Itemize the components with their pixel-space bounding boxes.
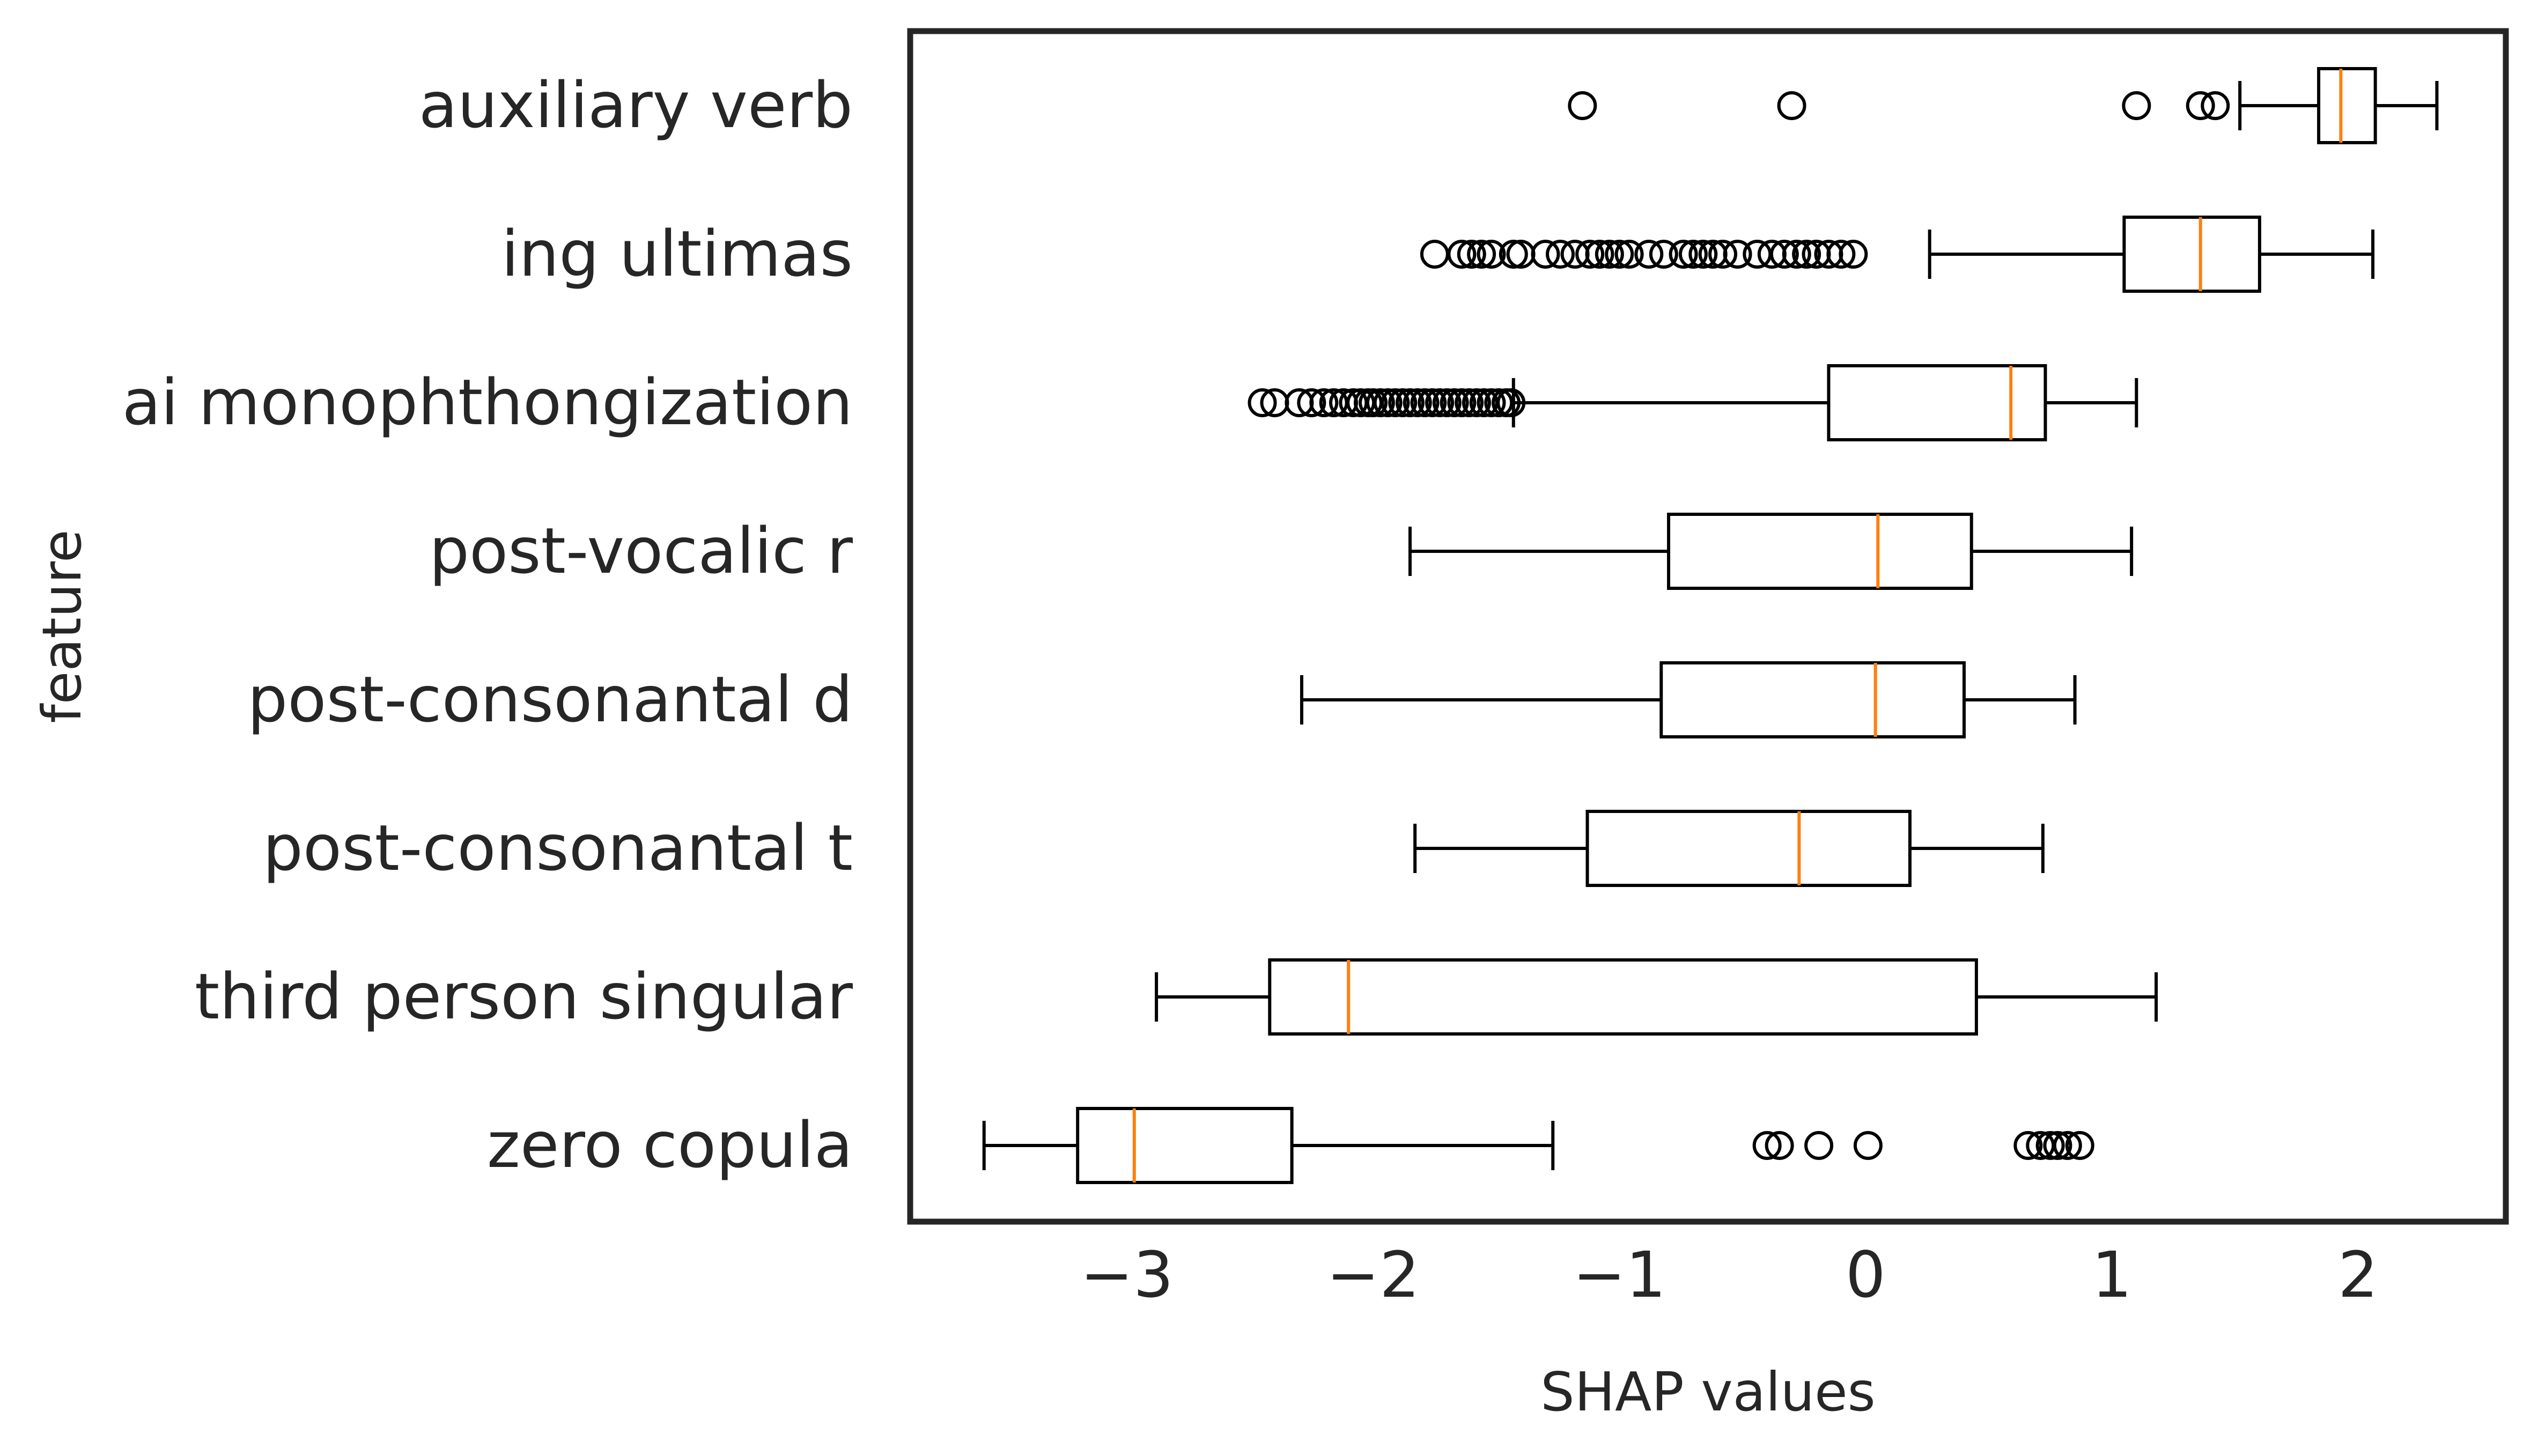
outlier-point (1649, 240, 1678, 269)
x-tick-label: 0 (1846, 1238, 1886, 1312)
category-label: post-consonantal d (247, 662, 853, 736)
x-tick-label: −2 (1326, 1238, 1420, 1312)
outlier-point (1531, 240, 1560, 269)
outlier-point (1605, 240, 1634, 269)
outlier-point (1455, 388, 1484, 417)
outlier-point (1420, 240, 1449, 269)
outlier-point (1462, 388, 1491, 417)
category-label: post-vocalic r (429, 514, 853, 588)
outlier-point (1678, 240, 1708, 269)
x-axis: −3 −2 −1 0 1 2 (1080, 1238, 2378, 1312)
box-2 (1248, 364, 2138, 441)
x-axis-title: SHAP values (1540, 1361, 1875, 1423)
x-tick-label: −3 (1080, 1238, 1174, 1312)
outlier-point (2013, 1131, 2043, 1160)
iqr-box (1585, 810, 1912, 887)
outlier-point (2035, 1131, 2065, 1160)
outlier-point (1388, 388, 1418, 417)
outlier-point (1575, 240, 1605, 269)
outlier-point (2053, 1131, 2082, 1160)
outlier-point (1373, 388, 1403, 417)
iqr-box (1659, 661, 1966, 738)
outlier-point (1447, 388, 1477, 417)
outlier-point (1410, 388, 1440, 417)
outlier-point (1688, 240, 1718, 269)
plot-frame (907, 28, 2509, 1225)
outlier-point (2186, 91, 2215, 120)
outlier-point (1743, 240, 1772, 269)
box-1 (1420, 216, 2375, 293)
outlier-point (1782, 240, 1811, 269)
iqr-box (1667, 513, 1973, 590)
x-tick-label: −1 (1573, 1238, 1666, 1312)
iqr-box (2317, 67, 2377, 144)
outlier-point (1381, 388, 1410, 417)
outlier-point (1765, 1131, 1794, 1160)
outlier-point (1403, 388, 1432, 417)
outlier-point (1853, 1131, 1883, 1160)
outlier-point (1395, 388, 1425, 417)
box-5 (1413, 810, 2045, 887)
category-label: post-consonantal t (263, 811, 853, 885)
box-6 (1155, 958, 2158, 1036)
x-tick-label: 1 (2092, 1238, 2132, 1312)
outlier-point (1418, 388, 1447, 417)
outlier-point (1669, 240, 1698, 269)
outlier-point (1477, 240, 1506, 269)
outlier-point (1769, 240, 1799, 269)
iqr-box (2122, 216, 2261, 293)
category-label: auxiliary verb (419, 68, 853, 142)
outlier-point (1359, 388, 1388, 417)
outlier-point (1839, 240, 1868, 269)
outlier-point (2201, 91, 2230, 120)
outlier-point (1432, 388, 1462, 417)
outlier-point (1614, 240, 1644, 269)
iqr-box (1076, 1107, 1294, 1184)
outlier-point (1366, 388, 1395, 417)
iqr-box (1827, 364, 2047, 441)
outlier-point (1634, 240, 1664, 269)
outlier-point (1568, 91, 1597, 120)
boxplot-series (982, 67, 2439, 1184)
outlier-point (1248, 388, 1277, 417)
y-axis-title: feature (31, 529, 93, 723)
outlier-point (1777, 91, 1806, 120)
outlier-point (2122, 91, 2151, 120)
outlier-point (1499, 240, 1528, 269)
box-0 (1568, 67, 2439, 144)
outlier-point (1440, 388, 1469, 417)
outlier-point (1496, 388, 1526, 417)
x-tick-label: 2 (2338, 1238, 2378, 1312)
box-7 (982, 1107, 2094, 1184)
category-label: zero copula (487, 1108, 853, 1182)
outlier-point (1484, 388, 1514, 417)
outlier-point (1708, 240, 1738, 269)
outlier-point (1585, 240, 1614, 269)
outlier-point (1560, 240, 1590, 269)
iqr-box (1268, 958, 1978, 1036)
outlier-point (1309, 388, 1339, 417)
outlier-point (1826, 240, 1856, 269)
outlier-point (1595, 240, 1624, 269)
outlier-point (1297, 388, 1326, 417)
outlier-point (1723, 240, 1752, 269)
box-3 (1408, 513, 2134, 590)
category-label: ai monophthongization (122, 365, 853, 439)
box-4 (1300, 661, 2077, 738)
outlier-point (1477, 388, 1506, 417)
outlier-point (1792, 240, 1821, 269)
outlier-point (1752, 1131, 1782, 1160)
outlier-point (1804, 1131, 1834, 1160)
category-labels: auxiliary verb ing ultimas ai monophthongi… (122, 68, 853, 1182)
category-label: third person singular (195, 959, 853, 1033)
category-label: ing ultimas (501, 217, 853, 291)
outlier-point (1425, 388, 1455, 417)
outlier-point (1467, 240, 1496, 269)
outlier-point (1457, 240, 1486, 269)
outlier-point (1447, 240, 1477, 269)
outlier-point (2043, 1131, 2072, 1160)
outlier-point (1546, 240, 1575, 269)
outlier-point (2065, 1131, 2094, 1160)
